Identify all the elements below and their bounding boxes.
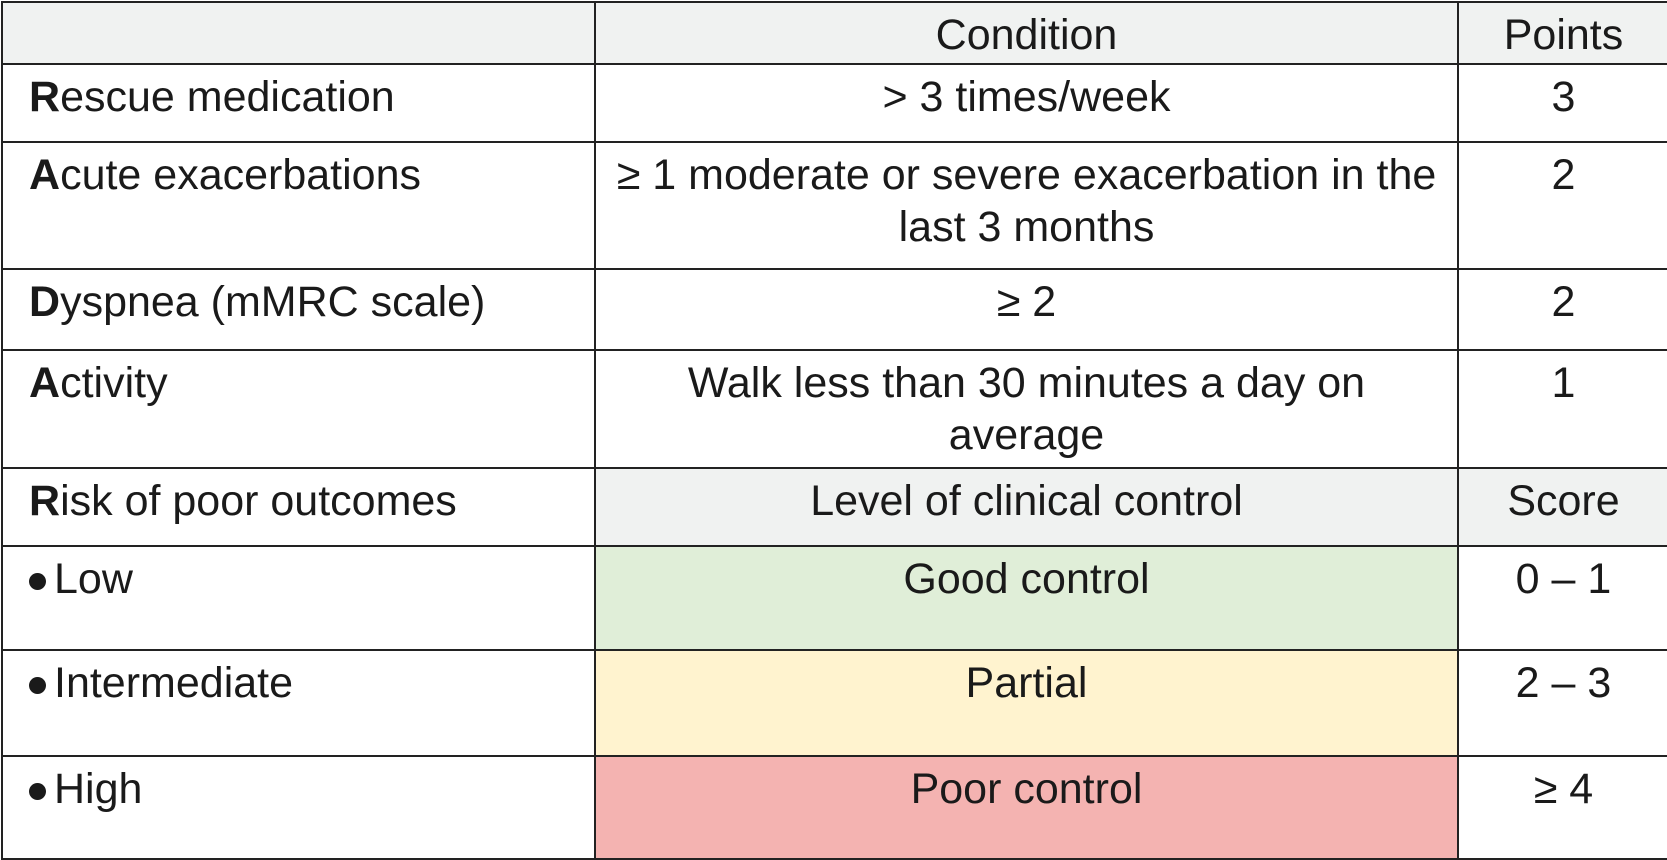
- control-level: Poor control: [594, 755, 1459, 860]
- risk-level: High: [54, 765, 143, 813]
- column-header: Score: [1457, 467, 1667, 547]
- condition: ≥ 1 moderate or severe exacerbation in t…: [594, 141, 1459, 270]
- risk-cell: High: [1, 755, 596, 860]
- row: Activity Walk less than 30 minutes a day…: [1, 349, 1667, 469]
- risk-cell: Low: [1, 545, 596, 651]
- outcome-row: Low Good control 0 – 1: [1, 545, 1667, 651]
- score: 0 – 1: [1457, 545, 1667, 651]
- condition: > 3 times/week: [594, 63, 1459, 143]
- points: 3: [1457, 63, 1667, 143]
- criterion: Rescue medication: [29, 73, 395, 121]
- outcome-row: High Poor control ≥ 4: [1, 755, 1667, 860]
- bullet: [29, 783, 46, 801]
- points: 1: [1457, 349, 1667, 469]
- row: Dyspnea (mMRC scale) ≥ 2 2: [1, 268, 1667, 351]
- criterion-cell: Acute exacerbations: [1, 141, 596, 270]
- control-level: Good control: [594, 545, 1459, 651]
- condition: ≥ 2: [594, 268, 1459, 351]
- criterion: Acute exacerbations: [29, 151, 422, 199]
- risk-cell: Intermediate: [1, 649, 596, 757]
- row: Acute exacerbations ≥ 1 moderate or seve…: [1, 141, 1667, 270]
- criterion-cell: Rescue medication: [1, 63, 596, 143]
- criterion: Dyspnea (mMRC scale): [29, 278, 486, 326]
- header-row: Condition Points: [1, 1, 1667, 65]
- outcome-header-row: Risk of poor outcomes Level of clinical …: [1, 467, 1667, 547]
- criterion-cell: Dyspnea (mMRC scale): [1, 268, 596, 351]
- row: Rescue medication > 3 times/week 3: [1, 63, 1667, 143]
- empty-cell: [1, 1, 596, 65]
- condition: Walk less than 30 minutes a day on avera…: [594, 349, 1459, 469]
- risk-level: Low: [54, 555, 133, 603]
- score: ≥ 4: [1457, 755, 1667, 860]
- criterion: Risk of poor outcomes: [29, 477, 457, 525]
- outcome-row: Intermediate Partial 2 – 3: [1, 649, 1667, 757]
- risk-level: Intermediate: [54, 659, 294, 707]
- criterion: Activity: [29, 359, 168, 407]
- criterion-cell: Risk of poor outcomes: [1, 467, 596, 547]
- bullet: [29, 573, 46, 591]
- column-header: Points: [1457, 1, 1667, 65]
- points: 2: [1457, 268, 1667, 351]
- column-header: Condition: [594, 1, 1459, 65]
- control-level: Partial: [594, 649, 1459, 757]
- criterion-cell: Activity: [1, 349, 596, 469]
- score: 2 – 3: [1457, 649, 1667, 757]
- column-header: Level of clinical control: [594, 467, 1459, 547]
- points: 2: [1457, 141, 1667, 270]
- bullet: [29, 677, 46, 695]
